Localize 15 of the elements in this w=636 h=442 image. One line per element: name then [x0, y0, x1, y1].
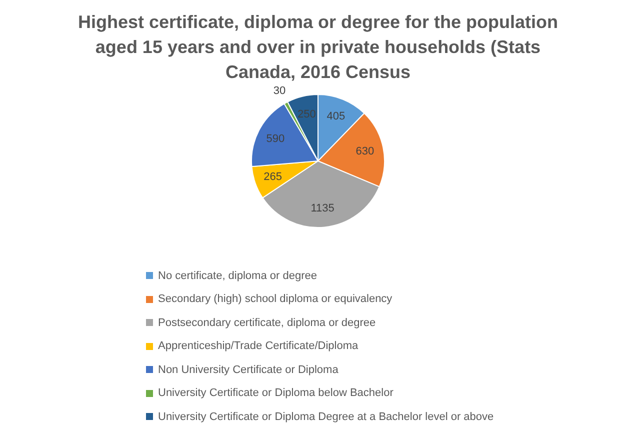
chart-title: Highest certificate, diploma or degree for the population aged 15 years and over in private households (Stats Canada, 2016 Census — [76, 11, 560, 84]
legend-label: University Certificate or Diploma below Bachelor — [158, 387, 394, 400]
legend-label: Postsecondary certificate, diploma or degree — [158, 316, 376, 329]
data-label: 590 — [266, 133, 285, 146]
data-label: 405 — [326, 110, 346, 123]
legend-label: Apprenticeship/Trade Certificate/Diploma — [158, 340, 358, 352]
legend-label: Secondary (high) school diploma or equivalency — [158, 293, 392, 306]
data-label: 630 — [356, 145, 374, 158]
data-label: 250 — [298, 108, 316, 120]
data-label: 1135 — [310, 202, 334, 215]
data-label: 30 — [273, 85, 286, 98]
legend-label: Non University Certificate or Diploma — [158, 364, 338, 376]
data-label: 265 — [264, 170, 282, 183]
legend-label: No certificate, diploma or degree — [158, 270, 317, 282]
legend-label: University Certificate or Diploma Degree at a Bachelor level or above — [158, 410, 494, 423]
